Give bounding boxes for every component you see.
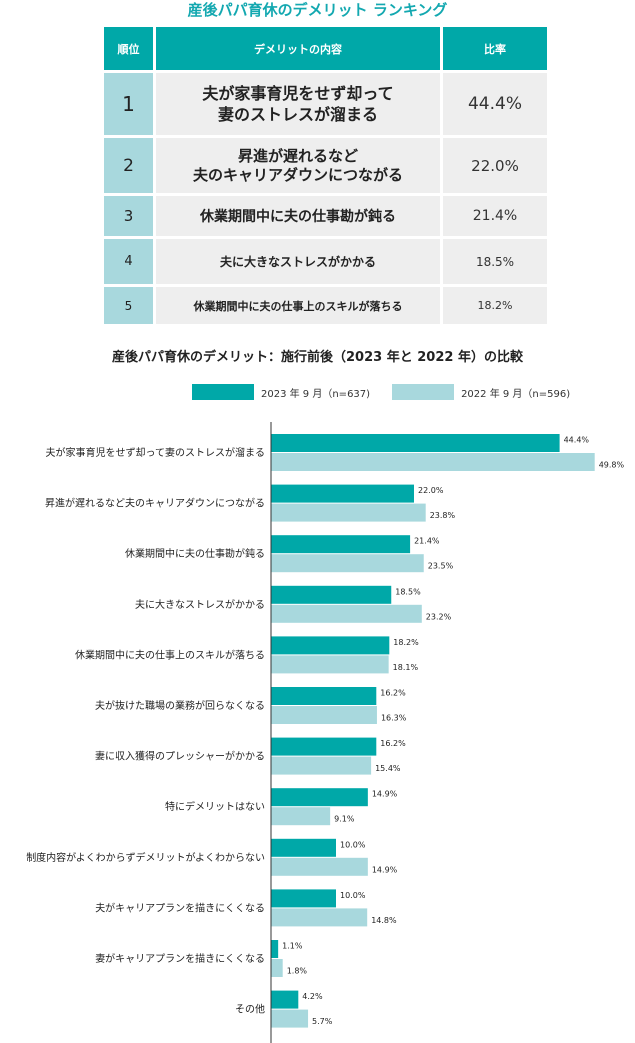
rank-text: 夫に大きなストレスがかかる xyxy=(156,239,443,284)
data-label: 5.7% xyxy=(312,1017,333,1026)
data-label: 14.9% xyxy=(372,790,398,799)
data-label: 16.3% xyxy=(381,714,407,723)
data-label: 22.0% xyxy=(418,486,444,495)
ranking-row: 3 休業期間中に夫の仕事勘が鈍る 21.4% xyxy=(104,196,547,236)
category-label: 妻に収入獲得のプレッシャーがかかる xyxy=(95,750,265,763)
category-label: 妻がキャリアプランを描きにくくなる xyxy=(95,952,265,965)
bar-2022 xyxy=(271,655,389,674)
ranking-table: 順位 デメリットの内容 比率 1 夫が家事育児をせず却って 妻のストレスが溜まる… xyxy=(104,27,547,324)
rank-number: 1 xyxy=(104,73,156,135)
rank-number: 4 xyxy=(104,239,156,284)
bar-2023 xyxy=(271,737,377,756)
data-label: 18.2% xyxy=(393,638,419,647)
category-label: 夫がキャリアプランを描きにくくなる xyxy=(95,901,265,914)
bar-2022 xyxy=(271,908,368,927)
category-label: 夫が抜けた職場の業務が回らなくなる xyxy=(95,699,265,712)
category-label: 夫が家事育児をせず却って妻のストレスが溜まる xyxy=(46,446,266,459)
header-rank: 順位 xyxy=(104,27,156,70)
rank-rate: 22.0% xyxy=(443,138,547,193)
rank-rate: 18.2% xyxy=(443,287,547,324)
category-label: 休業期間中に夫の仕事上のスキルが落ちる xyxy=(75,648,265,661)
data-label: 9.1% xyxy=(334,815,355,824)
bar-2023 xyxy=(271,434,560,452)
rank-text: 休業期間中に夫の仕事勘が鈍る xyxy=(156,196,443,236)
rank-number: 3 xyxy=(104,196,156,236)
rank-number: 2 xyxy=(104,138,156,193)
data-label: 23.5% xyxy=(428,562,454,571)
data-label: 4.2% xyxy=(302,992,323,1001)
category-label: 特にデメリットはない xyxy=(165,800,265,813)
bar-2022 xyxy=(271,554,424,573)
legend-item-2023: 2023 年 9 月（n=637) xyxy=(192,384,370,400)
ranking-row: 5 休業期間中に夫の仕事上のスキルが落ちる 18.2% xyxy=(104,287,547,324)
rank-text: 休業期間中に夫の仕事上のスキルが落ちる xyxy=(156,287,443,324)
ranking-row: 2 昇進が遅れるなど 夫のキャリアダウンにつながる 22.0% xyxy=(104,138,547,193)
rank-text: 夫が家事育児をせず却って 妻のストレスが溜まる xyxy=(156,73,443,135)
bar-2022 xyxy=(271,706,377,724)
legend-swatch xyxy=(192,384,254,400)
bar-2022 xyxy=(271,756,372,775)
bar-2022 xyxy=(271,807,331,826)
bar-2022 xyxy=(271,604,422,623)
data-label: 10.0% xyxy=(340,840,366,849)
bar-2022 xyxy=(271,453,595,471)
bar-2023 xyxy=(271,636,390,655)
bar-2023 xyxy=(271,484,414,503)
category-label: 昇進が遅れるなど夫のキャリアダウンにつながる xyxy=(45,497,265,510)
bar-2022 xyxy=(271,959,283,977)
ranking-row: 4 夫に大きなストレスがかかる 18.5% xyxy=(104,239,547,284)
data-label: 16.2% xyxy=(380,689,406,698)
data-label: 14.9% xyxy=(372,865,398,874)
data-label: 49.8% xyxy=(599,461,625,470)
data-label: 14.8% xyxy=(371,916,397,925)
bar-2022 xyxy=(271,1009,309,1028)
bar-2023 xyxy=(271,838,336,857)
bar-2023 xyxy=(271,585,392,604)
rank-rate: 18.5% xyxy=(443,239,547,284)
data-label: 18.5% xyxy=(395,587,421,596)
bar-2023 xyxy=(271,889,336,908)
header-rate: 比率 xyxy=(443,27,547,70)
category-label: その他 xyxy=(235,1003,265,1016)
chart-title: 産後パパ育休のデメリット：施行前後（2023 年と 2022 年）の比較 xyxy=(112,350,523,365)
category-label: 休業期間中に夫の仕事勘が鈍る xyxy=(125,547,265,560)
bar-2023 xyxy=(271,535,411,554)
data-label: 23.2% xyxy=(426,612,452,621)
data-label: 21.4% xyxy=(414,537,440,546)
bar-2023 xyxy=(271,940,279,958)
rank-text: 昇進が遅れるなど 夫のキャリアダウンにつながる xyxy=(156,138,443,193)
chart-legend: 2023 年 9 月（n=637) 2022 年 9 月（n=596) xyxy=(192,384,592,400)
ranking-header-row: 順位 デメリットの内容 比率 xyxy=(104,27,547,70)
data-label: 23.8% xyxy=(430,511,456,520)
data-label: 1.8% xyxy=(287,967,308,976)
legend-label: 2022 年 9 月（n=596) xyxy=(461,388,571,400)
data-label: 18.1% xyxy=(393,663,419,672)
header-content: デメリットの内容 xyxy=(156,27,443,70)
bar-2022 xyxy=(271,857,368,876)
data-label: 44.4% xyxy=(564,436,590,445)
rank-number: 5 xyxy=(104,287,156,324)
bar-2022 xyxy=(271,503,426,522)
rank-rate: 44.4% xyxy=(443,73,547,135)
ranking-title: 産後パパ育休のデメリット ランキング xyxy=(187,1,448,19)
legend-swatch xyxy=(392,384,455,400)
bar-2023 xyxy=(271,990,299,1009)
bar-2023 xyxy=(271,687,377,705)
legend-label: 2023 年 9 月（n=637) xyxy=(261,388,371,400)
legend-item-2022: 2022 年 9 月（n=596) xyxy=(392,384,570,400)
data-label: 1.1% xyxy=(282,942,303,951)
bar-2023 xyxy=(271,788,368,807)
category-label: 夫に大きなストレスがかかる xyxy=(135,598,265,611)
data-label: 16.2% xyxy=(380,739,406,748)
ranking-row: 1 夫が家事育児をせず却って 妻のストレスが溜まる 44.4% xyxy=(104,73,547,135)
data-label: 15.4% xyxy=(375,764,401,773)
category-label: 制度内容がよくわからずデメリットがよくわからない xyxy=(26,851,265,864)
rank-rate: 21.4% xyxy=(443,196,547,236)
data-label: 10.0% xyxy=(340,891,366,900)
